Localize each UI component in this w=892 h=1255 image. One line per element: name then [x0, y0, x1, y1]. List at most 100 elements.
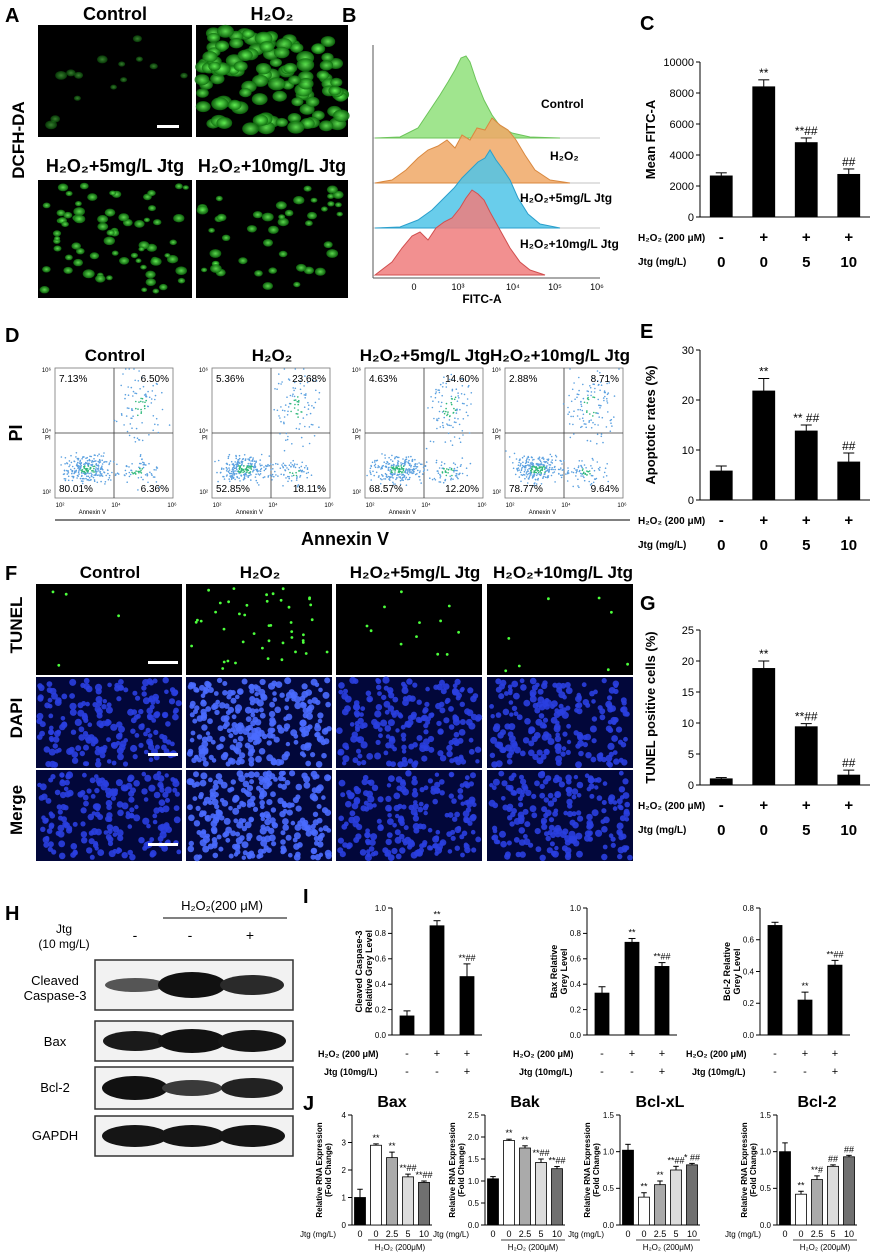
flow-dot	[537, 471, 540, 474]
flow-dot	[285, 432, 288, 435]
nucleus-dot	[387, 813, 392, 818]
nucleus-dot	[548, 817, 555, 823]
flow-dot	[86, 467, 88, 470]
flow-dot	[389, 476, 392, 479]
nucleus-dot	[217, 725, 224, 732]
nucleus-dot	[578, 750, 584, 757]
nucleus-dot	[315, 761, 323, 768]
flow-dot	[448, 424, 451, 427]
nucleus-dot	[412, 682, 418, 688]
flow-dot	[124, 368, 127, 370]
nucleus-dot	[554, 845, 559, 851]
nucleus-dot	[428, 846, 433, 851]
nucleus-dot	[317, 718, 323, 724]
nucleus-dot	[489, 704, 494, 709]
nucleus-dot	[39, 783, 47, 791]
nucleus-dot	[464, 775, 470, 781]
nucleus-dot	[551, 700, 558, 707]
nucleus-dot	[168, 698, 176, 705]
flow-dot	[462, 418, 465, 420]
nucleus-dot	[141, 691, 147, 697]
flow-dot	[456, 409, 458, 412]
flow-dot	[417, 469, 419, 472]
flow-dot	[114, 474, 117, 477]
flow-dot	[80, 469, 82, 472]
flow-dot	[248, 472, 250, 474]
flow-dot	[391, 473, 394, 476]
nucleus-dot	[453, 731, 460, 738]
flow-dot	[547, 475, 550, 477]
flow-dot	[592, 377, 594, 380]
tunel-dot	[310, 618, 314, 622]
nucleus-dot	[454, 678, 461, 686]
nucleus-dot	[564, 682, 571, 688]
nucleus-dot	[421, 842, 427, 848]
flow-dot	[433, 417, 435, 420]
nucleus-dot	[470, 772, 476, 779]
flow-dot	[401, 478, 403, 480]
cell-dot	[97, 55, 108, 64]
flow-dot	[307, 471, 310, 474]
cell-dot	[323, 241, 333, 249]
cell-dot	[310, 197, 318, 203]
nucleus-dot	[606, 760, 612, 767]
flow-dot	[299, 388, 302, 391]
nucleus-dot	[267, 780, 273, 786]
flow-dot	[135, 400, 137, 403]
tunel-image	[186, 770, 332, 862]
h2o2-sign: +	[759, 229, 768, 246]
flow-dot	[585, 467, 587, 469]
nucleus-dot	[231, 722, 238, 728]
nucleus-dot	[459, 687, 465, 693]
nucleus-dot	[310, 752, 316, 758]
nucleus-dot	[148, 784, 156, 792]
flow-dot	[400, 465, 402, 467]
flow-dot	[67, 475, 70, 478]
nucleus-dot	[408, 743, 415, 750]
nucleus-dot	[575, 761, 582, 769]
flow-dot	[244, 459, 247, 462]
flow-dot	[122, 373, 124, 375]
y-tick-label: 30	[682, 345, 694, 357]
nucleus-dot	[375, 739, 381, 746]
nucleus-dot	[434, 772, 440, 777]
flow-dot	[520, 480, 522, 483]
bar	[503, 1140, 515, 1226]
flow-dot	[217, 459, 220, 462]
nucleus-dot	[365, 828, 370, 834]
flow-dot	[308, 442, 311, 445]
flow-dot	[552, 468, 554, 471]
bar	[386, 1157, 398, 1226]
flow-dot	[248, 459, 251, 462]
cell-dot	[195, 101, 211, 113]
significance-label: **##	[826, 949, 843, 959]
flow-dot	[535, 471, 538, 474]
nucleus-dot	[413, 827, 420, 834]
flow-dot	[547, 476, 549, 479]
nucleus-dot	[90, 794, 96, 799]
flow-dot	[395, 467, 397, 470]
nucleus-dot	[91, 828, 98, 835]
flow-dot	[443, 376, 445, 379]
flow-dot	[528, 476, 530, 479]
nucleus-dot	[127, 824, 133, 829]
flow-dot	[64, 457, 67, 459]
flow-dot	[381, 475, 384, 477]
nucleus-dot	[230, 690, 236, 696]
nucleus-dot	[80, 807, 87, 814]
nucleus-dot	[53, 736, 60, 743]
flow-dot	[524, 466, 527, 469]
flow-dot	[290, 462, 292, 464]
nucleus-dot	[490, 736, 498, 744]
nucleus-dot	[128, 796, 135, 803]
nucleus-dot	[573, 840, 580, 847]
cell-dot	[76, 248, 85, 255]
f-label-h2o2: H₂O₂	[240, 563, 281, 582]
nucleus-dot	[489, 752, 496, 758]
nucleus-dot	[322, 691, 330, 699]
significance-label: **	[797, 1180, 805, 1190]
bar	[622, 1149, 634, 1226]
nucleus-dot	[294, 696, 302, 704]
flow-dot	[582, 420, 585, 422]
nucleus-dot	[275, 758, 283, 766]
